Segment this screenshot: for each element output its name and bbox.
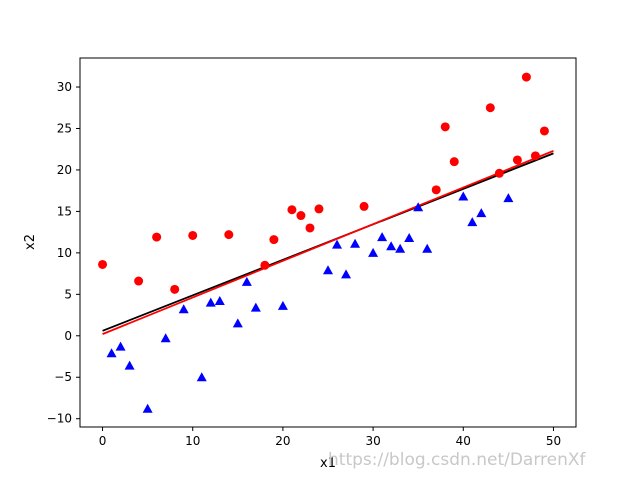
triangle-point	[277, 300, 288, 310]
circle-point	[494, 168, 504, 178]
triangle-point	[341, 269, 352, 279]
circle-point	[170, 284, 180, 294]
circle-point	[224, 230, 234, 240]
triangle-point	[404, 232, 415, 242]
triangle-point	[350, 238, 361, 248]
triangle-point	[368, 247, 379, 257]
circle-point	[431, 185, 441, 195]
circle-point	[539, 126, 549, 136]
x-tick-label: 0	[99, 434, 107, 448]
circle-point	[449, 157, 459, 167]
circle-point	[485, 103, 495, 113]
triangle-point	[115, 341, 126, 351]
y-axis-label: x2	[23, 234, 38, 250]
circle-point	[440, 122, 450, 132]
y-tick-label: −10	[47, 412, 72, 426]
fit-line	[102, 150, 554, 335]
circle-point	[305, 223, 315, 233]
y-tick-label: 0	[64, 329, 72, 343]
triangle-point	[106, 348, 117, 358]
circle-point	[296, 211, 306, 221]
fit-lines	[102, 150, 554, 335]
triangle-point	[413, 202, 424, 212]
y-tick-label: 5	[64, 287, 72, 301]
circle-point	[188, 230, 198, 240]
x-axis: 0 10 20 30 40 50	[99, 427, 561, 448]
x-tick-label: 20	[275, 434, 290, 448]
watermark: https://blog.csdn.net/DarrenXf	[328, 450, 586, 470]
triangle-point	[476, 208, 487, 218]
circle-point	[269, 235, 279, 245]
triangle-point	[214, 295, 225, 305]
x-tick-label: 40	[456, 434, 471, 448]
x-tick-label: 30	[365, 434, 380, 448]
triangle-point	[241, 276, 252, 286]
x-tick-label: 10	[185, 434, 200, 448]
circle-point	[152, 232, 162, 242]
y-tick-label: −5	[54, 370, 72, 384]
circle-point	[98, 259, 108, 269]
circle-point	[530, 151, 540, 161]
data-points	[98, 72, 549, 413]
triangle-point	[332, 239, 343, 249]
y-tick-label: 25	[57, 121, 72, 135]
y-tick-label: 15	[57, 204, 72, 218]
circle-point	[134, 276, 144, 286]
triangle-point	[250, 302, 261, 312]
triangle-point	[205, 297, 216, 307]
circle-point	[260, 260, 270, 270]
triangle-point	[323, 265, 333, 275]
circle-point	[512, 155, 522, 165]
triangle-point	[395, 243, 406, 253]
triangle-point	[232, 318, 243, 328]
circle-point	[521, 72, 531, 82]
triangle-point	[458, 191, 469, 201]
x-axis-label: x1	[320, 456, 336, 471]
y-tick-label: 30	[57, 80, 72, 94]
triangle-point	[142, 403, 153, 413]
x-tick-label: 50	[546, 434, 561, 448]
triangle-point	[386, 241, 397, 251]
triangle-point	[503, 193, 514, 203]
triangle-point	[467, 217, 478, 227]
triangle-point	[196, 372, 207, 382]
triangle-point	[422, 243, 433, 253]
triangle-point	[124, 360, 135, 370]
y-tick-label: 20	[57, 163, 72, 177]
circle-point	[287, 205, 297, 215]
y-tick-label: 10	[57, 246, 72, 260]
triangle-point	[178, 304, 189, 314]
circle-point	[314, 204, 324, 214]
circle-point	[359, 201, 369, 211]
triangle-point	[160, 333, 171, 343]
triangle-point	[377, 232, 388, 242]
y-axis: −10 −5 0 5 10 15 20 25 30	[47, 80, 80, 426]
